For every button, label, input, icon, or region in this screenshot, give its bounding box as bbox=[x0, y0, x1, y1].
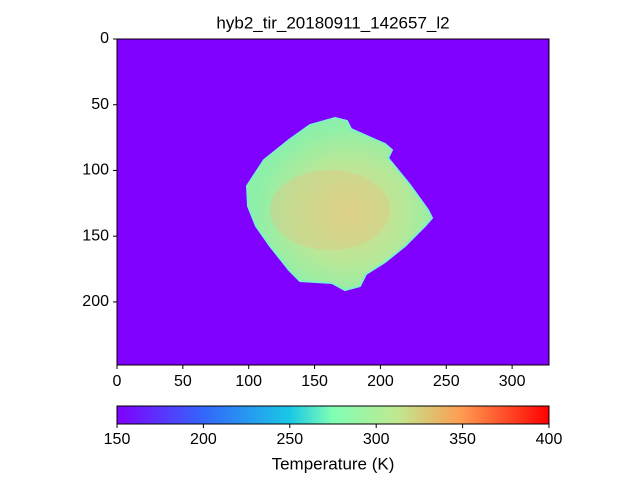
colorbar-tick-label: 400 bbox=[536, 431, 563, 448]
x-tick-label: 50 bbox=[174, 373, 192, 390]
colorbar-label: Temperature (K) bbox=[272, 454, 395, 473]
chart-title: hyb2_tir_20180911_142657_l2 bbox=[216, 13, 449, 32]
x-tick-label: 200 bbox=[367, 373, 394, 390]
asteroid bbox=[245, 116, 434, 292]
colorbar-tick-label: 250 bbox=[276, 431, 303, 448]
x-tick-label: 250 bbox=[433, 373, 460, 390]
x-tick-label: 150 bbox=[301, 373, 328, 390]
y-tick-label: 200 bbox=[82, 293, 109, 310]
colorbar bbox=[116, 405, 550, 425]
y-tick-label: 0 bbox=[100, 30, 109, 47]
colorbar-tick-label: 300 bbox=[363, 431, 390, 448]
colorbar-tick-label: 200 bbox=[190, 431, 217, 448]
x-tick-label: 300 bbox=[499, 373, 526, 390]
plot-frame bbox=[116, 38, 550, 366]
y-tick-label: 50 bbox=[91, 96, 109, 113]
colorbar-tick-label: 350 bbox=[449, 431, 476, 448]
y-tick-label: 100 bbox=[82, 162, 109, 179]
warm-region bbox=[270, 170, 390, 250]
x-tick-label: 100 bbox=[235, 373, 262, 390]
x-tick-label: 0 bbox=[113, 373, 122, 390]
colorbar-tick-label: 150 bbox=[104, 431, 131, 448]
y-tick-label: 150 bbox=[82, 227, 109, 244]
